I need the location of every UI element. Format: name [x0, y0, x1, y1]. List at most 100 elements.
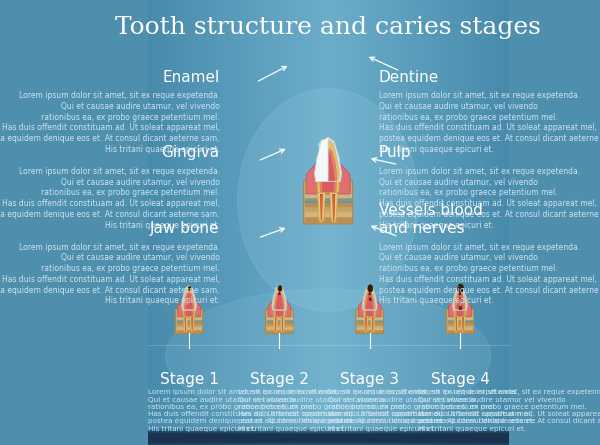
Ellipse shape — [188, 286, 191, 291]
Polygon shape — [182, 287, 196, 316]
Bar — [466, 0, 467, 445]
Bar — [478, 0, 480, 445]
Bar — [448, 326, 472, 329]
Bar — [411, 0, 413, 445]
Bar — [496, 0, 498, 445]
Polygon shape — [458, 306, 462, 310]
Bar — [352, 0, 353, 445]
Polygon shape — [368, 291, 371, 295]
Bar — [148, 435, 509, 444]
Polygon shape — [371, 316, 375, 333]
Polygon shape — [454, 287, 466, 316]
Text: Pulp: Pulp — [379, 145, 412, 160]
Polygon shape — [365, 291, 374, 316]
Bar — [294, 0, 296, 445]
Bar — [418, 0, 420, 445]
Bar — [267, 0, 269, 445]
Bar — [344, 0, 346, 445]
Polygon shape — [184, 291, 194, 316]
Bar — [148, 430, 509, 439]
Bar — [494, 0, 496, 445]
Bar — [151, 0, 153, 445]
Bar — [278, 0, 280, 445]
Ellipse shape — [457, 284, 464, 293]
Bar — [271, 0, 272, 445]
Bar — [202, 0, 203, 445]
Bar — [358, 317, 382, 319]
Bar — [312, 0, 314, 445]
Bar — [485, 0, 487, 445]
Bar — [267, 326, 292, 329]
Polygon shape — [192, 318, 193, 332]
Bar — [289, 0, 290, 445]
Bar — [330, 0, 332, 445]
Bar — [166, 0, 167, 445]
Bar — [341, 0, 343, 445]
Polygon shape — [358, 299, 381, 317]
Bar — [343, 0, 344, 445]
Bar — [211, 0, 212, 445]
Bar — [303, 0, 305, 445]
Bar — [148, 433, 509, 441]
Polygon shape — [366, 293, 373, 316]
Bar — [424, 0, 425, 445]
Bar — [272, 0, 274, 445]
Bar — [420, 0, 422, 445]
Polygon shape — [372, 317, 374, 332]
Bar — [216, 0, 218, 445]
PathPatch shape — [452, 286, 467, 310]
Bar — [321, 0, 323, 445]
Bar — [148, 433, 509, 441]
Bar — [239, 0, 241, 445]
Bar — [384, 0, 386, 445]
Bar — [247, 0, 248, 445]
Bar — [395, 0, 397, 445]
Bar — [256, 0, 257, 445]
Bar — [380, 0, 382, 445]
Bar — [415, 0, 416, 445]
Bar — [409, 0, 411, 445]
Bar — [440, 0, 442, 445]
Bar — [448, 323, 472, 326]
Text: Jaw bone: Jaw bone — [150, 221, 220, 236]
Polygon shape — [273, 287, 286, 316]
Bar — [476, 0, 478, 445]
Bar — [434, 0, 436, 445]
Bar — [305, 210, 351, 216]
Bar — [177, 326, 202, 329]
Bar — [393, 0, 395, 445]
Bar — [451, 0, 453, 445]
Text: Vessels blood
and nerves: Vessels blood and nerves — [379, 203, 482, 236]
Polygon shape — [185, 317, 186, 332]
Bar — [267, 323, 292, 326]
Bar — [316, 0, 317, 445]
Bar — [148, 434, 509, 443]
Bar — [171, 0, 173, 445]
Bar — [359, 0, 361, 445]
Bar — [377, 0, 379, 445]
Bar — [448, 319, 472, 320]
Text: Lorem ipsum dolor sit amet, sit ex reque expetenda.
Qui et causae audire utamur,: Lorem ipsum dolor sit amet, sit ex reque… — [0, 243, 220, 305]
Polygon shape — [183, 316, 188, 333]
Bar — [355, 0, 357, 445]
Polygon shape — [455, 317, 457, 332]
Bar — [230, 0, 232, 445]
Bar — [296, 0, 298, 445]
Bar — [184, 0, 185, 445]
Polygon shape — [281, 317, 283, 332]
Polygon shape — [363, 287, 376, 316]
Bar — [489, 0, 491, 445]
Bar — [148, 434, 509, 443]
Bar — [371, 0, 373, 445]
Bar — [460, 0, 462, 445]
Bar — [281, 0, 283, 445]
Bar — [308, 0, 310, 445]
Bar — [177, 317, 202, 319]
Bar — [148, 433, 509, 442]
Bar — [148, 433, 509, 442]
Bar — [148, 429, 509, 438]
Bar — [484, 0, 485, 445]
Bar — [498, 0, 500, 445]
Bar — [203, 0, 205, 445]
Ellipse shape — [368, 285, 373, 292]
